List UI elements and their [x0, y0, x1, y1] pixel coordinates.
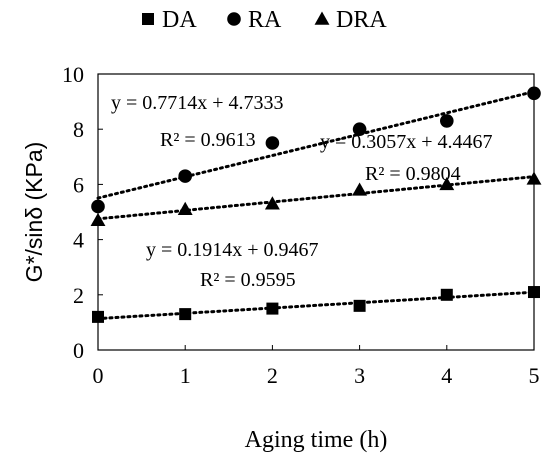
trendline-annotations: y = 0.1914x + 0.9467 R² = 0.9595 y = 0.771…: [111, 92, 493, 291]
y-tick-label: 6: [73, 172, 84, 197]
trendline-r2: R² = 0.9595: [200, 269, 296, 291]
legend-marker: [142, 13, 154, 25]
x-tick-label: 1: [180, 363, 191, 388]
data-points: [90, 86, 542, 323]
data-point: [440, 288, 453, 301]
data-point: [266, 302, 279, 315]
trendline-r2: R² = 0.9804: [365, 163, 461, 185]
data-point: [90, 212, 106, 227]
data-point: [179, 308, 192, 321]
y-axis-title: G*/sinδ (KPa): [21, 142, 47, 283]
y-tick-label: 8: [73, 117, 84, 142]
y-tick-label: 4: [73, 228, 84, 253]
y-tick-label: 10: [62, 62, 84, 87]
data-point: [439, 176, 455, 191]
legend-label: DA: [162, 7, 197, 33]
data-point: [440, 114, 454, 128]
data-point: [526, 171, 542, 185]
data-point: [177, 201, 193, 215]
trendlines: [96, 90, 536, 321]
legend-marker: [314, 11, 330, 25]
data-point: [178, 169, 192, 183]
trendline-r2: R² = 0.9613: [160, 129, 256, 151]
legend-marker: [227, 12, 241, 26]
trendline-equation: y = 0.1914x + 0.9467: [146, 239, 319, 261]
data-point: [352, 182, 368, 196]
data-point: [527, 86, 541, 101]
x-axis-title: Aging time (h): [245, 427, 388, 453]
trendline: [96, 175, 536, 221]
x-tick-label: 4: [441, 363, 452, 388]
trendline: [96, 290, 536, 321]
data-point: [92, 310, 104, 323]
legend: DA RA DRA: [142, 7, 387, 33]
x-tick-label: 3: [354, 363, 365, 388]
data-point: [353, 299, 366, 312]
data-point: [528, 286, 540, 299]
data-point: [265, 136, 280, 150]
data-point: [264, 196, 280, 210]
legend-label: DRA: [336, 7, 387, 33]
legend-label: RA: [248, 7, 282, 33]
data-point: [91, 199, 105, 214]
x-tick-label: 5: [529, 363, 540, 388]
x-tick-label: 0: [93, 363, 104, 388]
y-tick-label: 2: [73, 283, 84, 308]
y-axis: 0 2 4 6 8 10: [62, 62, 103, 363]
y-tick-label: 0: [73, 338, 84, 363]
trendline-equation: y = 0.7714x + 4.7333: [111, 92, 284, 114]
trendline-equation: y = 0.3057x + 4.4467: [320, 131, 493, 153]
x-axis: 0 1 2 3 4 5: [93, 345, 540, 388]
trendline: [96, 90, 536, 200]
x-tick-label: 2: [267, 363, 278, 388]
data-point: [352, 122, 367, 136]
